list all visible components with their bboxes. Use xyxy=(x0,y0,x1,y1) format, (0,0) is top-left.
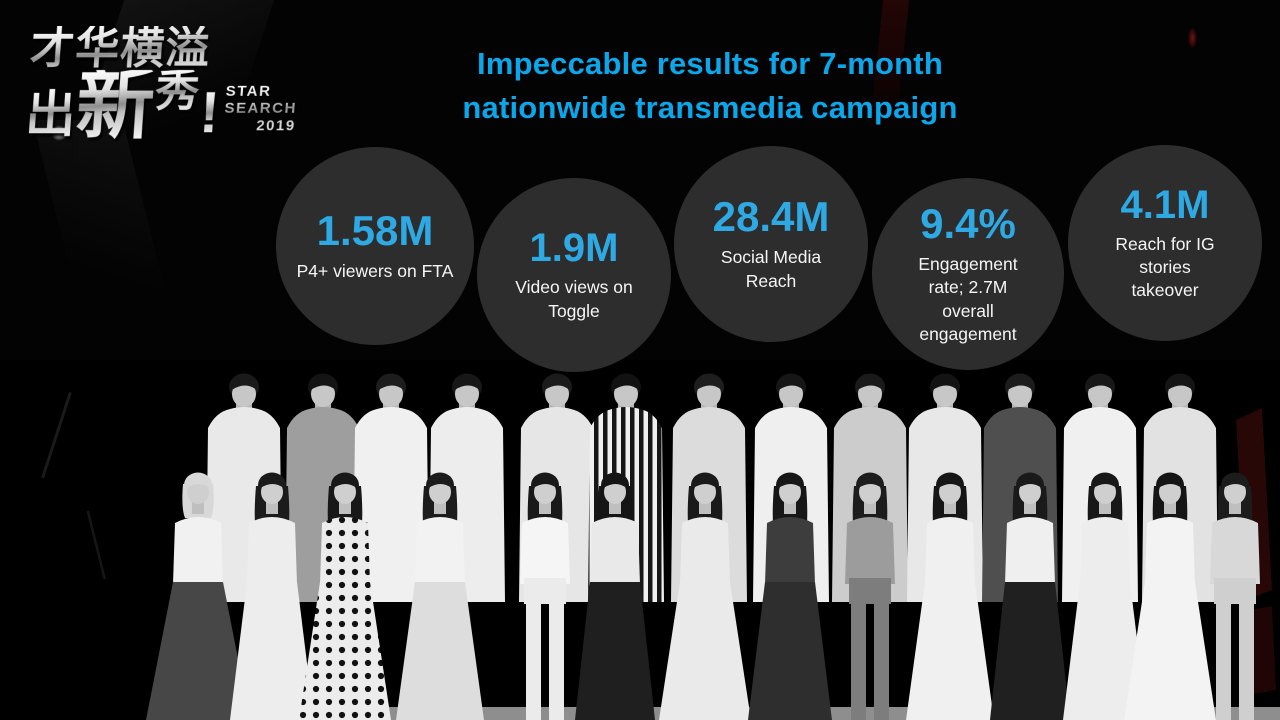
star-search-logo: 才华横溢 出 新 秀 ! STAR SEARCH 2019 xyxy=(23,24,303,149)
front-row-figure xyxy=(1063,472,1147,720)
front-row-figure xyxy=(845,472,895,720)
stat-value: 1.58M xyxy=(316,206,434,254)
logo-chinese-char: 出 xyxy=(23,85,78,142)
stat-label: Social Media Reach xyxy=(720,247,822,291)
logo-english-line: SEARCH xyxy=(223,100,298,118)
stat-circle-toggle-views: 1.9M Video views on Toggle xyxy=(477,178,671,372)
group-photo-illustration xyxy=(0,360,1280,720)
stat-circle-social-reach: 28.4M Social Media Reach xyxy=(674,146,868,342)
stat-value: 4.1M xyxy=(1120,182,1210,227)
stat-label: P4+ viewers on FTA xyxy=(296,261,454,281)
stat-label: Reach for IG stories takeover xyxy=(1115,233,1215,301)
front-row-figure xyxy=(990,472,1070,720)
front-row-figure xyxy=(906,472,994,720)
logo-year: 2019 xyxy=(255,117,297,135)
front-row-figure xyxy=(659,472,751,720)
front-row-figure xyxy=(396,472,484,720)
logo-english-block: STAR SEARCH 2019 xyxy=(222,84,298,138)
background-red-glint xyxy=(1188,28,1197,48)
logo-chinese-char: 秀 xyxy=(153,67,202,117)
stat-circle-ig-stories: 4.1M Reach for IG stories takeover xyxy=(1068,145,1262,341)
stat-circle-engagement: 9.4% Engagement rate; 2.7M overall engag… xyxy=(872,178,1064,370)
stat-circle-fta-viewers: 1.58M P4+ viewers on FTA xyxy=(276,147,474,345)
logo-chinese-char: 新 xyxy=(73,60,158,149)
slide-title-line1: Impeccable results for 7-month xyxy=(477,46,943,81)
logo-english-line: STAR xyxy=(225,83,273,101)
slide-title: Impeccable results for 7-month nationwid… xyxy=(330,42,1090,130)
front-row-figure xyxy=(299,472,391,720)
stat-value: 9.4% xyxy=(920,200,1016,248)
front-row-figure xyxy=(520,472,570,720)
stat-value: 28.4M xyxy=(712,193,830,241)
back-row-figure xyxy=(353,373,429,602)
lens-flare-sparkle xyxy=(50,124,68,142)
logo-exclamation: ! xyxy=(197,79,222,145)
front-row-figure xyxy=(1124,472,1216,720)
stat-value: 1.9M xyxy=(529,226,619,271)
front-row-figure xyxy=(230,472,314,720)
red-curtain-sliver xyxy=(1250,606,1276,694)
stat-label: Video views on Toggle xyxy=(515,277,633,321)
front-row-figure xyxy=(1210,472,1260,720)
slide-title-line2: nationwide transmedia campaign xyxy=(462,90,958,125)
front-row-figure xyxy=(146,472,250,720)
front-row-figure xyxy=(748,472,832,720)
contestants-group-photo xyxy=(0,360,1280,720)
logo-chinese-line1: 才华横溢 xyxy=(29,24,303,73)
stat-label: Engagement rate; 2.7M overall engagement xyxy=(918,254,1018,344)
front-row-figure xyxy=(575,472,655,720)
